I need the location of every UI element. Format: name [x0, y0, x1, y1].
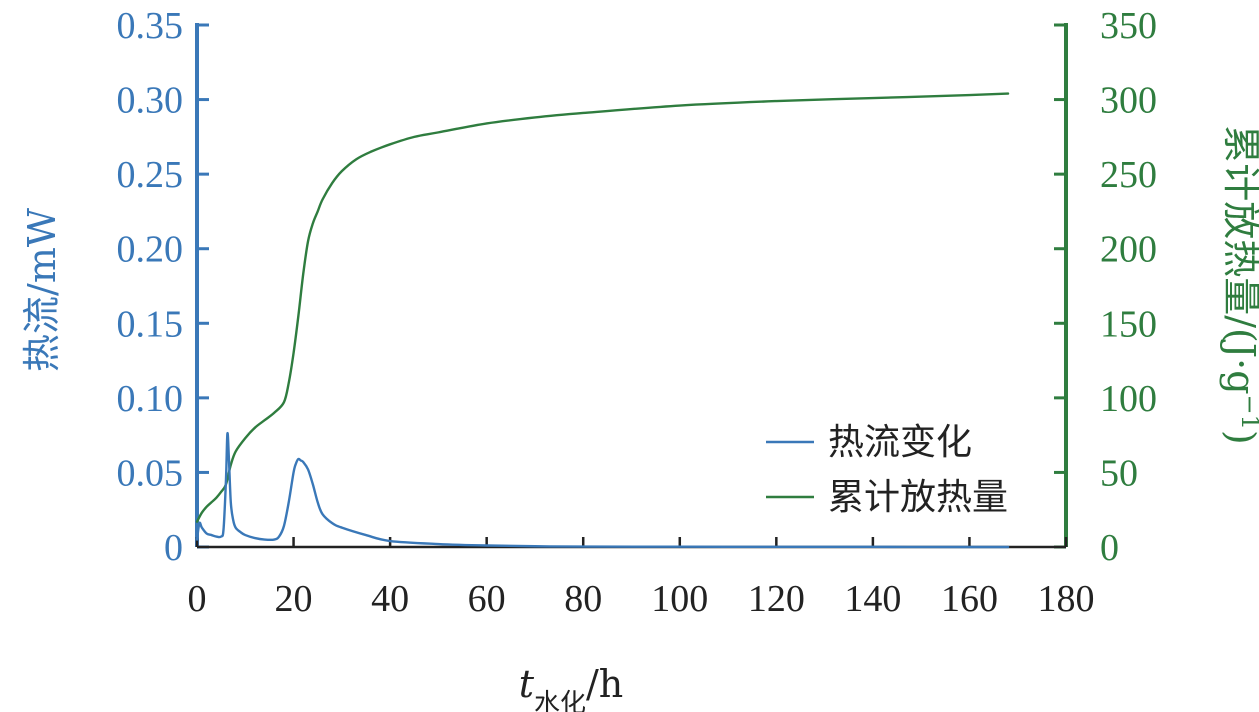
left-tick-label: 0.35	[117, 5, 184, 47]
left-tick-label: 0.15	[117, 303, 184, 345]
right-tick-label: 100	[1100, 378, 1157, 420]
right-tick-label: 200	[1100, 229, 1157, 271]
x-axis-title-variable: t	[519, 662, 535, 706]
right-tick-label: 150	[1100, 303, 1157, 345]
left-tick-label: 0.05	[117, 452, 184, 494]
x-axis: 0 20 40 60 80 100 120 140 160 180	[188, 537, 1095, 620]
right-axis-title-main: 累计放热量/(J·g	[1219, 125, 1259, 394]
left-tick-label: 0.30	[117, 80, 184, 122]
right-axis-title: 累计放热量/(J·g−1)	[1219, 125, 1259, 445]
legend-label-heat-flow: 热流变化	[828, 422, 972, 463]
x-tick-label: 0	[188, 578, 207, 620]
right-tick-label: 250	[1100, 154, 1157, 196]
right-tick-label: 0	[1100, 527, 1119, 569]
legend: 热流变化 累计放热量	[766, 422, 1008, 518]
right-y-axis: 0 50 100 150 200 250 300 350	[1054, 5, 1157, 569]
left-tick-label: 0.25	[117, 154, 184, 196]
left-tick-label: 0.10	[117, 378, 184, 420]
x-tick-label: 80	[564, 578, 602, 620]
right-axis-title-close: )	[1219, 430, 1259, 445]
x-tick-label: 60	[468, 578, 506, 620]
x-tick-label: 40	[371, 578, 409, 620]
left-y-axis: 0 0.05 0.10 0.15 0.20 0.25 0.30 0.35	[117, 5, 209, 569]
x-axis-title-subscript: 水化	[534, 689, 586, 712]
legend-label-cumulative-heat: 累计放热量	[828, 477, 1008, 518]
x-tick-label: 160	[941, 578, 998, 620]
series-line-heat-flow	[195, 431, 1010, 549]
left-tick-label: 0	[164, 527, 183, 569]
x-tick-label: 180	[1038, 578, 1095, 620]
x-axis-title: t水化/h	[519, 662, 624, 712]
x-tick-label: 20	[275, 578, 313, 620]
left-axis-title: 热流/mW	[20, 208, 64, 372]
right-axis-title-superscript: −1	[1236, 395, 1259, 430]
x-tick-label: 140	[844, 578, 901, 620]
plot-series	[195, 92, 1010, 549]
right-tick-label: 50	[1100, 452, 1138, 494]
left-tick-label: 0.20	[117, 229, 184, 271]
x-axis-title-unit: /h	[586, 662, 623, 706]
x-tick-label: 120	[748, 578, 805, 620]
x-tick-label: 100	[651, 578, 708, 620]
right-tick-label: 300	[1100, 80, 1157, 122]
right-tick-label: 350	[1100, 5, 1157, 47]
